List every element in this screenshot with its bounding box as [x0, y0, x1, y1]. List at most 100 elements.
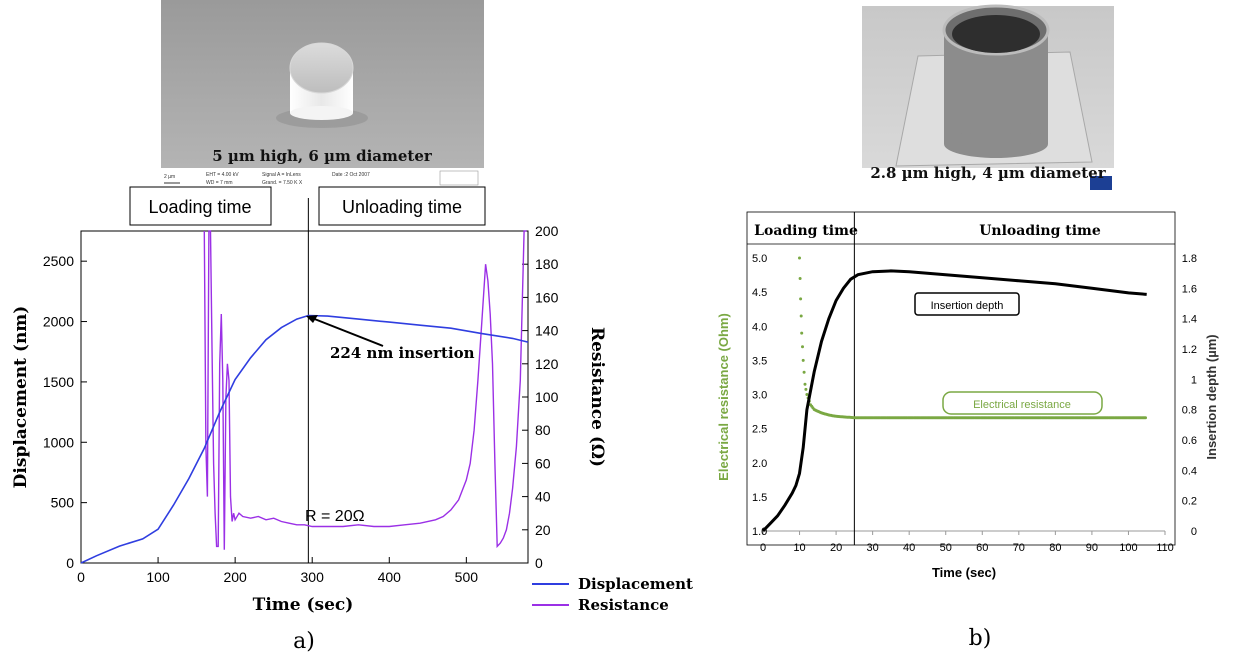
sem-a-info-0: EHT = 4.00 kV [206, 172, 239, 178]
chart-a-x-tick-label: 100 [146, 569, 170, 585]
panel-a-label: a) [293, 629, 315, 654]
chart-a-y2-tick-label: 40 [535, 489, 551, 505]
chart-a-x-tick-label: 500 [455, 569, 479, 585]
loading-time-label-a: Loading time [148, 197, 251, 217]
chart-b-y-ticks: 1.01.52.02.53.03.54.04.55.0 [752, 253, 767, 538]
insertion-depth-callout-label: Insertion depth [931, 300, 1004, 312]
chart-a-x-tick-label: 200 [223, 569, 247, 585]
chart-b-x-tick-label: 20 [830, 542, 842, 554]
sem-a-caption: 5 µm high, 6 µm diameter [212, 147, 433, 165]
chart-b-y2-tick-label: 0.8 [1182, 405, 1197, 417]
chart-b-y2-tick-label: 1.4 [1182, 314, 1197, 326]
resistance-point [804, 387, 808, 391]
resistance-point [798, 256, 801, 260]
chart-a-y2-tick-label: 160 [535, 289, 559, 305]
chart-b-y-tick-label: 4.5 [752, 287, 767, 299]
resistance-point [803, 382, 807, 386]
sem-a-scale-label: 2 µm [164, 174, 175, 180]
chart-b-x-axis-label: Time (sec) [932, 565, 996, 580]
chart-b-y2-tick-label: 0.4 [1182, 465, 1197, 477]
chart-a-x-ticks: 0 100 200 300 400 500 [77, 557, 478, 585]
chart-a-y2-tick-label: 140 [535, 323, 559, 339]
chart-b-y2-tick-label: 1 [1191, 374, 1197, 386]
insertion-depth-callout [914, 292, 1020, 316]
sem-image-b: 2.8 µm high, 4 µm diameter [862, 4, 1114, 192]
chart-a-y-tick-label: 500 [51, 495, 75, 511]
chart-b-y2-tick-label: 0.2 [1182, 496, 1197, 508]
chart-b-x-tick-label: 60 [976, 542, 988, 554]
resistance-point [798, 277, 802, 280]
chart-b-frame [746, 211, 1176, 546]
sem-a-logo [439, 170, 479, 186]
chart-a-y2-tick-label: 120 [535, 356, 559, 372]
chart-b-y-tick-label: 1.5 [752, 492, 767, 504]
chart-b-y-tick-label: 3.5 [752, 355, 767, 367]
chart-b-y-tick-label: 2.5 [752, 424, 767, 436]
electrical-resistance-callout [942, 391, 1103, 415]
chart-b-x-tick-label: 110 [1156, 542, 1174, 554]
chart-b-y-tick-label: 5.0 [752, 253, 767, 265]
resistance-point [801, 345, 804, 349]
chart-b-x-tick-label: 10 [793, 542, 805, 554]
chart-a-y-tick-label: 2000 [43, 314, 74, 330]
sem-a-info-4: Date :2 Oct 2007 [332, 172, 370, 178]
sem-a-info-2: Signal A = InLens [262, 172, 301, 178]
chart-a-y-tick-label: 2500 [43, 253, 74, 269]
chart-a: 0 100 200 300 400 500 0 500 1000 1500 2000 2500 0 2… [11, 198, 693, 654]
chart-b-x-tick-label: 90 [1086, 542, 1098, 554]
series-insertion-depth-line [761, 269, 1147, 533]
legend-displacement-label: Displacement [578, 575, 693, 593]
chart-b-y2-tick-label: 1.2 [1182, 344, 1197, 356]
sem-a-info-3: Grand. = 7.50 K X [262, 180, 303, 186]
sem-a-infobar [161, 168, 484, 189]
chart-a-y2-tick-label: 20 [535, 522, 551, 538]
chart-a-x-tick-label: 300 [301, 569, 325, 585]
resistance-point [801, 358, 805, 362]
chart-b-x-tick-label: 40 [903, 542, 915, 554]
chart-a-y2-tick-label: 200 [535, 223, 559, 239]
chart-b-y2-ticks: 0 0.2 0.4 0.6 0.8 1 1.2 1.4 1.6 1.8 [1182, 253, 1197, 538]
chart-a-y2-tick-label: 100 [535, 389, 559, 405]
resistance-point [1144, 416, 1147, 420]
insertion-annotation: 224 nm insertion [330, 344, 475, 362]
chart-a-y-axis-label: Displacement (nm) [11, 306, 31, 489]
panel-b-label: b) [969, 626, 992, 651]
chart-a-y2-tick-label: 60 [535, 455, 551, 471]
series-resistance-line [203, 230, 527, 550]
chart-b-x-tick-label: 80 [1049, 542, 1061, 554]
resistance-point [799, 314, 803, 318]
chart-b-y-tick-label: 2.0 [752, 458, 767, 470]
sem-b-caption: 2.8 µm high, 4 µm diameter [870, 164, 1106, 182]
chart-a-y-tick-label: 0 [66, 555, 74, 571]
resistance-point [805, 393, 809, 396]
chart-b-y2-tick-label: 0 [1191, 526, 1197, 538]
sem-image-a: 2 µm EHT = 4.00 kV WD = 7 mm Signal A = … [161, 0, 484, 189]
chart-a-y2-tick-label: 80 [535, 422, 551, 438]
loading-time-box-a [129, 186, 272, 226]
chart-b-x-tick-label: 0 [760, 542, 766, 554]
chart-a-x-tick-label: 400 [378, 569, 402, 585]
chart-b-y2-tick-label: 0.6 [1182, 435, 1197, 447]
sem-a-pillar-top [289, 42, 354, 94]
sem-b-cylinder-hole [952, 15, 1040, 53]
sem-a-pillar-base [290, 106, 353, 120]
chart-b-y-axis-label: Electrical resistance (Ohm) [716, 313, 731, 481]
resistance-point [800, 331, 804, 335]
resistance-point [799, 297, 803, 301]
chart-b-y-tick-label: 3.0 [752, 390, 767, 402]
chart-a-x-tick-label: 0 [77, 569, 85, 585]
sem-b-logo [1090, 176, 1112, 190]
chart-b-x-tick-label: 100 [1119, 542, 1137, 554]
chart-a-y2-axis-label: Resistance (Ω) [587, 327, 607, 467]
legend-resistance-label: Resistance [578, 596, 669, 614]
chart-a-y-tick-label: 1000 [43, 434, 74, 450]
resistance-annotation: R = 20Ω [305, 508, 365, 525]
loading-time-label-b: Loading time [754, 223, 858, 239]
chart-b-x-ticks: 0 10 20 30 40 50 60 70 80 90 100 110 [760, 531, 1174, 554]
chart-b-y2-tick-label: 1.8 [1182, 253, 1197, 265]
chart-a-y2-ticks: 0 20 40 60 80 100 120 140 160 180 200 [522, 223, 559, 571]
unloading-time-label-a: Unloading time [342, 197, 462, 217]
electrical-resistance-callout-label: Electrical resistance [973, 399, 1071, 411]
